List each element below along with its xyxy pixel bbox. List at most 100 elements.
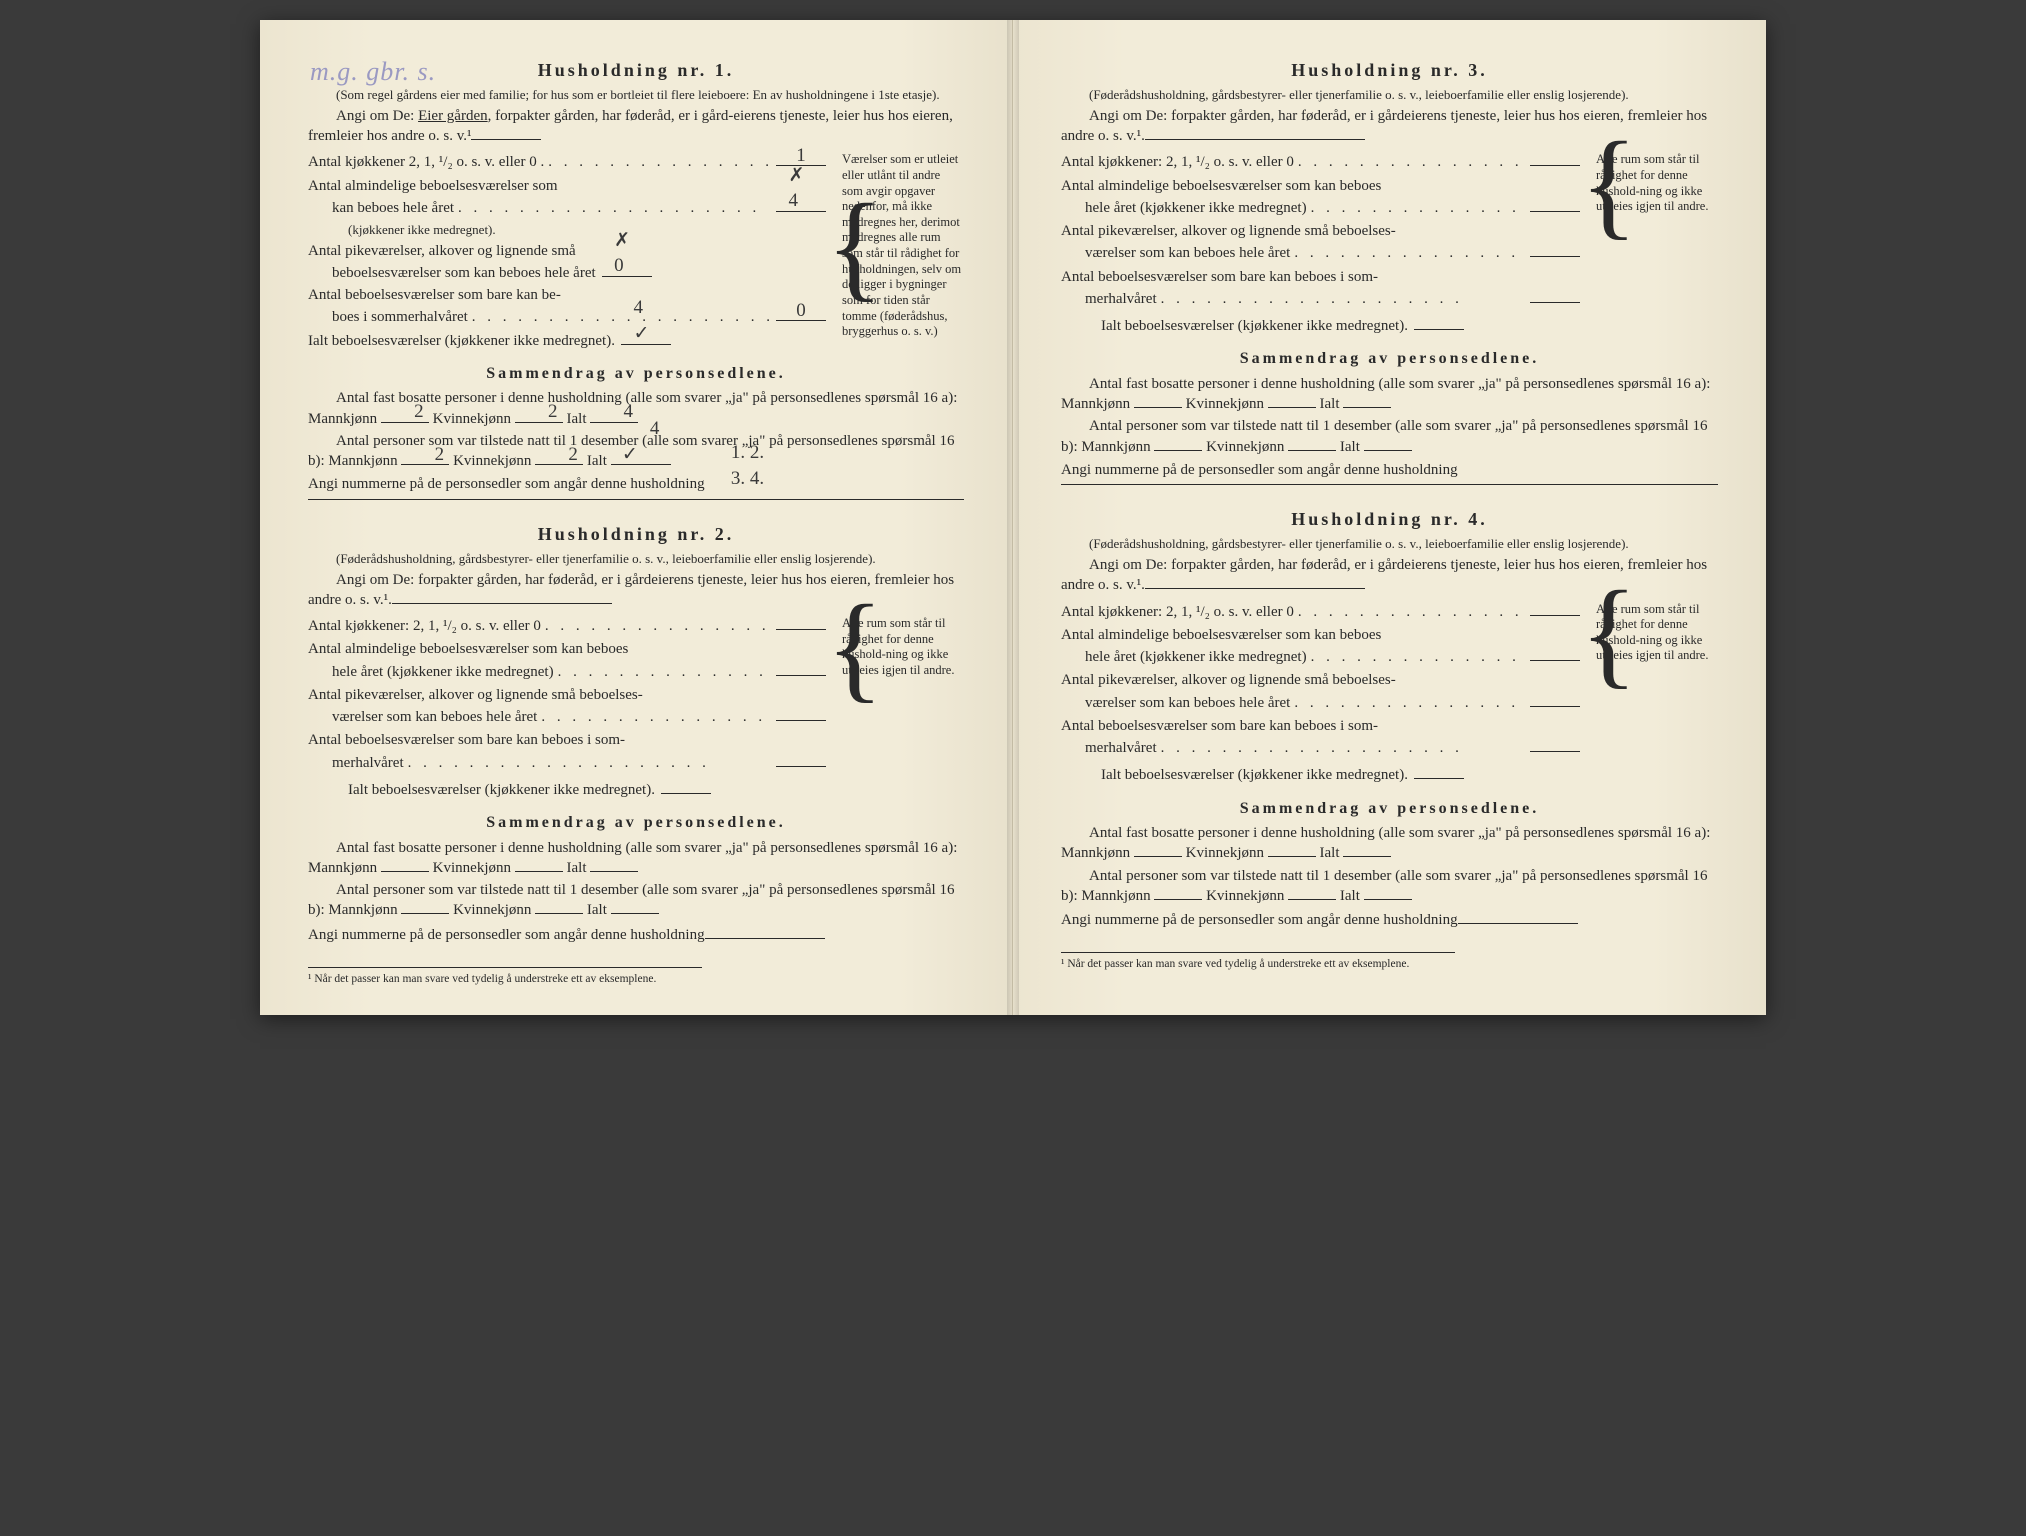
hh1-num-line: Angi nummerne på de personsedler som ang… (308, 474, 964, 499)
hh1-angi-blank (471, 126, 541, 140)
hh1-s16a-m: 2 (386, 399, 424, 425)
blank (1268, 845, 1316, 857)
kv-label: Kvinnekjønn (453, 902, 531, 918)
ialt-label: Ialt (587, 453, 607, 469)
blank (1530, 602, 1580, 616)
hh1-side-note: { Værelser som er utleiet eller utlånt t… (836, 152, 964, 340)
blank (705, 927, 825, 939)
hh3-side-note: { Alle rum som står til rådighet for den… (1590, 152, 1718, 215)
blank (1414, 316, 1464, 330)
hh1-r4-blank: 0 (776, 307, 826, 321)
blank (1530, 289, 1580, 303)
kv-label: Kvinnekjønn (453, 453, 531, 469)
hh1-num-label: Angi nummerne på de personsedler som ang… (308, 476, 705, 492)
hh4-r5-label: Ialt beboelsesværelser (kjøkkener ikke m… (1061, 765, 1408, 785)
hh3-angi-blank (1145, 126, 1365, 140)
dots (1311, 198, 1526, 219)
hh4-s16a: Antal fast bosatte personer i denne hush… (1061, 823, 1718, 864)
hh3-num-line: Angi nummerne på de personsedler som ang… (1061, 460, 1718, 485)
page-left: m.g. gbr. s. Husholdning nr. 1. (Som reg… (260, 20, 1013, 1015)
blank (1154, 439, 1202, 451)
hh1-num-val: 1. 2. 3. 4. (731, 440, 776, 491)
hh4-r3: værelser som kan beboes hele året (1061, 693, 1580, 714)
hh4-title: Husholdning nr. 4. (1061, 507, 1718, 531)
hh2-r2-label: hele året (kjøkkener ikke medregnet) (308, 662, 554, 682)
hh2-s16a: Antal fast bosatte personer i denne hush… (308, 838, 964, 879)
blank (590, 860, 638, 872)
brace-icon: { (826, 152, 884, 340)
blank (1530, 693, 1580, 707)
kv-label: Kvinnekjønn (1206, 888, 1284, 904)
hh2-subtitle: (Føderådshusholdning, gårdsbestyrer- ell… (308, 550, 964, 568)
blank (1530, 152, 1580, 166)
hh3-r5-label: Ialt beboelsesværelser (kjøkkener ikke m… (1061, 316, 1408, 336)
brace-icon: { (1580, 602, 1638, 665)
hh1-r4a: Antal beboelsesværelser som bare kan be- (308, 285, 826, 305)
hh4-sum-title: Sammendrag av personsedlene. (1061, 798, 1718, 820)
dots (1294, 243, 1526, 264)
hh4-num-line: Angi nummerne på de personsedler som ang… (1061, 910, 1718, 930)
hh1-angi-pre: Angi om De: (336, 108, 418, 124)
hh2-r3: værelser som kan beboes hele året (308, 707, 826, 728)
hh3-r2-label: hele året (kjøkkener ikke medregnet) (1061, 198, 1307, 218)
dots (1298, 152, 1526, 173)
hh2-r3-label: værelser som kan beboes hele året (308, 707, 537, 727)
hh2-num-line: Angi nummerne på de personsedler som ang… (308, 925, 964, 945)
hh2-r4: merhalvåret (308, 753, 826, 774)
ialt-label: Ialt (1340, 888, 1360, 904)
hh2-r1: Antal kjøkkener: 2, 1, ¹/₂ o. s. v. elle… (308, 616, 826, 637)
hh1-r4: boes i sommerhalvåret 0 (308, 307, 826, 328)
kv-label: Kvinnekjønn (433, 411, 511, 427)
hh3-r1: Antal kjøkkener: 2, 1, ¹/₂ o. s. v. elle… (1061, 152, 1580, 173)
kv-label: Kvinnekjønn (1206, 439, 1284, 455)
blank (1343, 845, 1391, 857)
hh1-s16b-m: 2 (407, 442, 445, 468)
hh1-r3: beboelsesværelser som kan beboes hele år… (308, 263, 826, 283)
hh4-r4a: Antal beboelsesværelser som bare kan beb… (1061, 716, 1580, 736)
ialt-label: Ialt (587, 902, 607, 918)
dots (1311, 647, 1526, 668)
blank (1364, 439, 1412, 451)
hh2-r2-blank (776, 662, 826, 676)
hh4-angi-blank (1145, 575, 1365, 589)
hh1-r2-note: (kjøkkener ikke medregnet). (308, 221, 826, 239)
hh1-s16b-k-blank: 2 (535, 453, 583, 465)
hh3-r4a: Antal beboelsesværelser som bare kan beb… (1061, 267, 1580, 287)
ialt-label: Ialt (567, 411, 587, 427)
hh1-r1-label: Antal kjøkkener 2, 1, ¹/₂ o. s. v. eller… (308, 152, 544, 172)
hh4-r2: hele året (kjøkkener ikke medregnet) (1061, 647, 1580, 668)
ialt-label: Ialt (1340, 439, 1360, 455)
hh2-r2: hele året (kjøkkener ikke medregnet) (308, 662, 826, 683)
blank (1530, 738, 1580, 752)
hh3-r4-label: merhalvåret (1061, 289, 1157, 309)
hh1-r4-label: boes i sommerhalvåret (308, 307, 468, 327)
document-spread: m.g. gbr. s. Husholdning nr. 1. (Som reg… (260, 20, 1766, 1015)
brace-icon: { (1580, 152, 1638, 215)
hh1-s16b-i-blank: 4 ✓ (611, 453, 671, 465)
hh1-r3-label: beboelsesværelser som kan beboes hele år… (308, 263, 596, 283)
hh3-r2: hele året (kjøkkener ikke medregnet) (1061, 198, 1580, 219)
blank (515, 860, 563, 872)
household-4: Husholdning nr. 4. (Føderådshusholdning,… (1061, 507, 1718, 930)
page-right: Husholdning nr. 3. (Føderådshusholdning,… (1013, 20, 1766, 1015)
hh4-num-label: Angi nummerne på de personsedler som ang… (1061, 912, 1458, 928)
hh2-num-label: Angi nummerne på de personsedler som ang… (308, 927, 705, 943)
kv-label: Kvinnekjønn (433, 860, 511, 876)
dots (1294, 693, 1526, 714)
hh1-r2-label: kan beboes hele året (308, 198, 454, 218)
hh2-title: Husholdning nr. 2. (308, 522, 964, 546)
hh4-r4: merhalvåret (1061, 738, 1580, 759)
hh2-rooms-main: Antal kjøkkener: 2, 1, ¹/₂ o. s. v. elle… (308, 616, 826, 802)
blank (1268, 396, 1316, 408)
blank (1530, 243, 1580, 257)
dots (541, 707, 772, 728)
hh3-r5: Ialt beboelsesværelser (kjøkkener ikke m… (1061, 316, 1580, 336)
brace-icon: { (826, 616, 884, 679)
blank (1458, 912, 1578, 924)
hh3-r2a: Antal almindelige beboelsesværelser som … (1061, 176, 1580, 196)
hh1-r3-blank: ✗ 0 (602, 263, 652, 277)
hh2-r5-blank (661, 780, 711, 794)
hh1-r5-label: Ialt beboelsesværelser (kjøkkener ikke m… (308, 331, 615, 351)
hh1-angi: Angi om De: Eier gården, forpakter gårde… (308, 106, 964, 147)
hh1-num-blank: 1. 2. 3. 4. (708, 476, 798, 488)
